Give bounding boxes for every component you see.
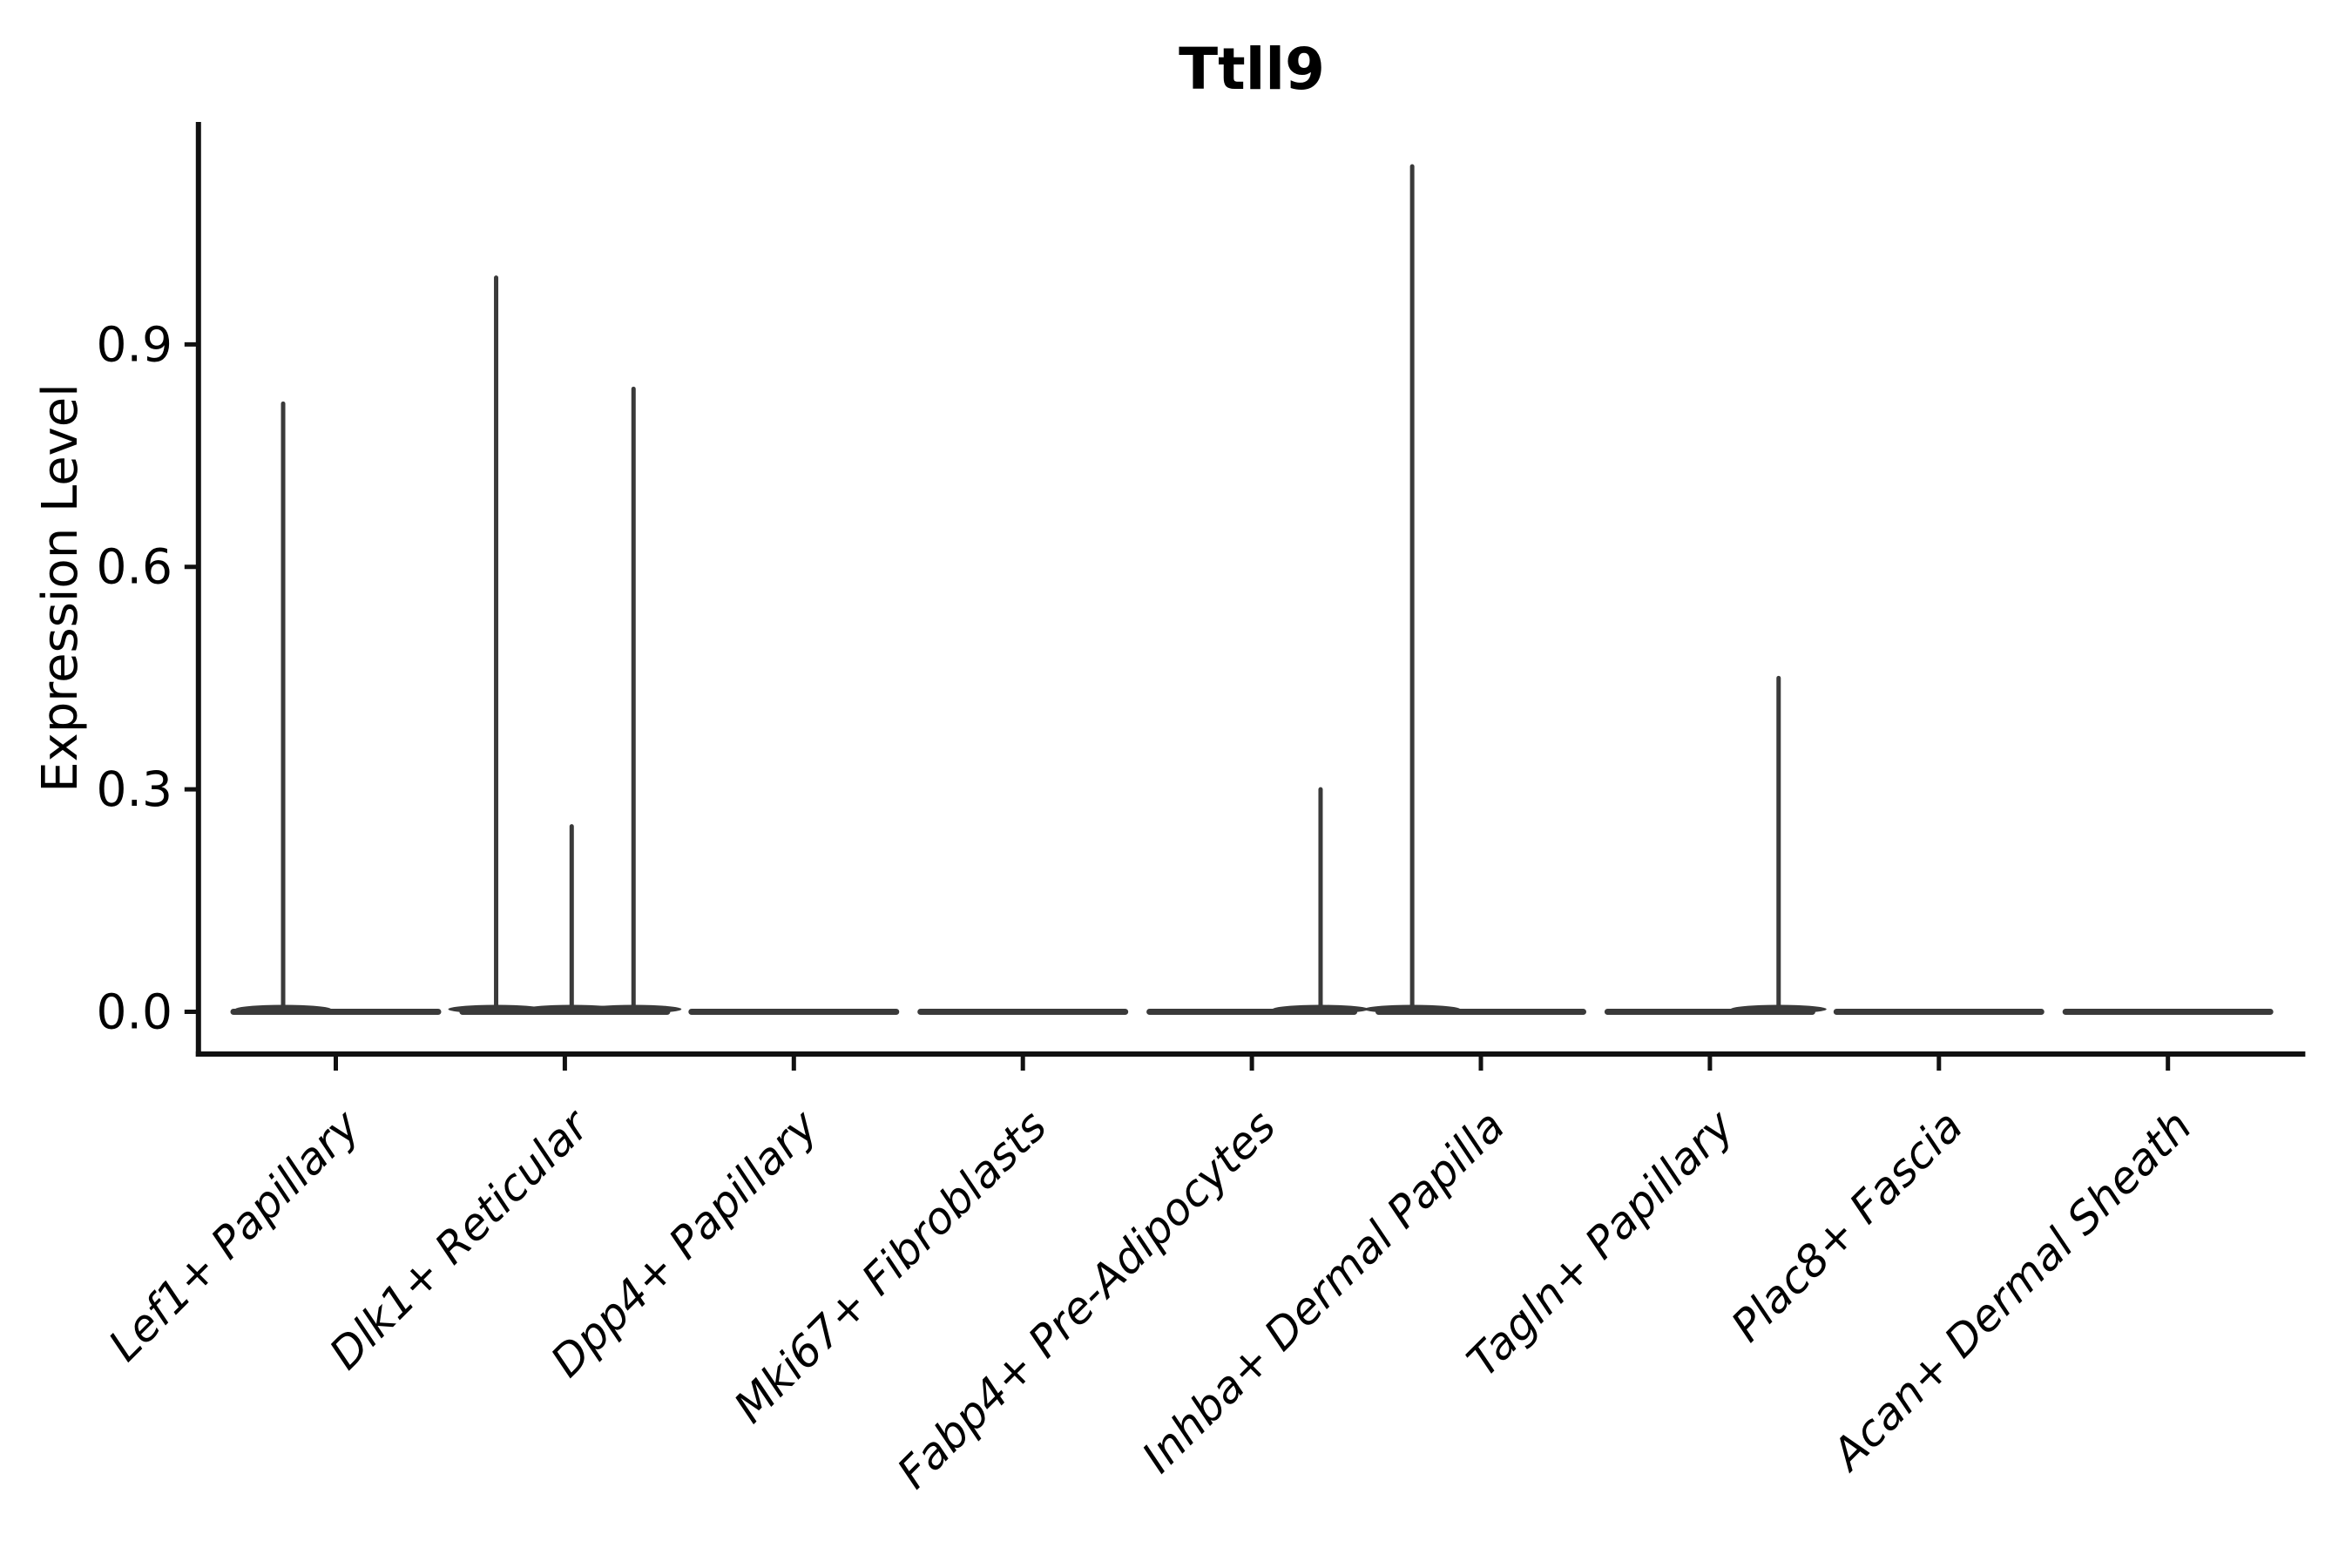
violin-layer	[230, 164, 2274, 1015]
violin-baseline	[688, 1009, 900, 1015]
x-tick-label: Acan+ Dermal Sheath	[1821, 1100, 2201, 1481]
x-tick-label: Inhba+ Dermal Papilla	[1132, 1100, 1514, 1482]
axes-layer	[184, 122, 2306, 1071]
y-tick-label: 0.0	[97, 984, 172, 1040]
y-axis-title: Expression Level	[32, 383, 89, 793]
violin-baseline	[2062, 1009, 2274, 1015]
x-tick-label: Plac8+ Fascia	[1721, 1100, 1972, 1351]
x-tick-label: Lef1+ Papillary	[99, 1099, 370, 1370]
y-tick-label: 0.6	[97, 539, 172, 595]
violin-baseline	[917, 1009, 1129, 1015]
y-tick-label: 0.3	[97, 761, 172, 817]
chart-title: Ttll9	[1179, 36, 1325, 103]
x-tick-label: Fabp4+ Pre-Adipocytes	[888, 1100, 1286, 1498]
y-tick-label: 0.9	[97, 316, 172, 372]
violin-baseline	[1833, 1009, 2044, 1015]
